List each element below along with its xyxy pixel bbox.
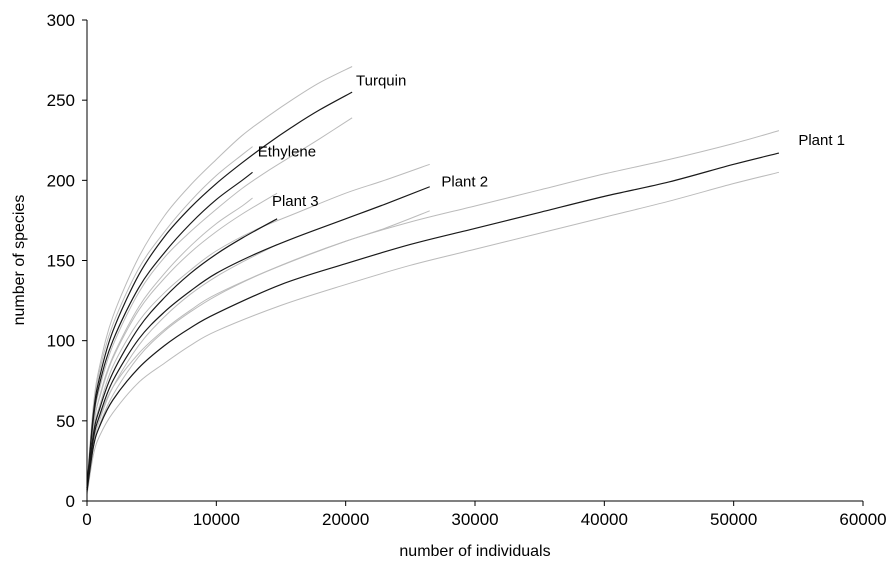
series-label-plant-1: Plant 1 xyxy=(798,132,845,149)
x-tick-label: 0 xyxy=(82,510,91,529)
ci-lower-plant-3 xyxy=(86,244,278,494)
series-label-plant-2: Plant 2 xyxy=(441,174,488,191)
ci-upper-plant-3 xyxy=(86,192,278,487)
confidence-bands xyxy=(86,66,780,495)
ci-lower-turquin xyxy=(86,117,353,492)
ci-upper-turquin xyxy=(86,66,353,486)
x-tick-label: 60000 xyxy=(839,510,886,529)
x-tick-label: 20000 xyxy=(322,510,369,529)
ci-lower-plant-1 xyxy=(86,171,780,495)
y-tick-label: 300 xyxy=(47,11,75,30)
y-axis-title: number of species xyxy=(11,195,28,326)
series-labels: Turquin Ethylene Plant 3 Plant 2 Plant 1 xyxy=(258,73,845,210)
series-label-turquin: Turquin xyxy=(356,73,406,90)
curve-turquin xyxy=(86,91,353,489)
y-tick-label: 50 xyxy=(56,412,75,431)
curve-plant-1 xyxy=(86,152,780,492)
x-tick-label: 30000 xyxy=(451,510,498,529)
curve-plant-3 xyxy=(86,218,278,490)
series-label-plant-3: Plant 3 xyxy=(272,193,319,210)
ticks: 0 10000 20000 30000 40000 50000 60000 0 50 100 150… xyxy=(47,11,887,529)
y-tick-label: 150 xyxy=(47,252,75,271)
series-curves xyxy=(86,91,780,492)
x-tick-label: 50000 xyxy=(710,510,757,529)
ci-upper-plant-1 xyxy=(86,130,780,489)
x-axis-title: number of individuals xyxy=(399,543,550,560)
axes xyxy=(86,20,863,502)
curve-plant-2 xyxy=(86,186,430,490)
y-tick-label: 100 xyxy=(47,332,75,351)
ci-upper-plant-2 xyxy=(86,163,430,487)
y-tick-label: 250 xyxy=(47,91,75,110)
curve-ethylene xyxy=(86,171,253,489)
y-tick-label: 0 xyxy=(66,492,75,511)
series-label-ethylene: Ethylene xyxy=(258,143,316,160)
x-tick-label: 40000 xyxy=(581,510,628,529)
y-tick-label: 200 xyxy=(47,171,75,190)
x-tick-label: 10000 xyxy=(193,510,240,529)
ci-upper-ethylene xyxy=(86,146,253,486)
